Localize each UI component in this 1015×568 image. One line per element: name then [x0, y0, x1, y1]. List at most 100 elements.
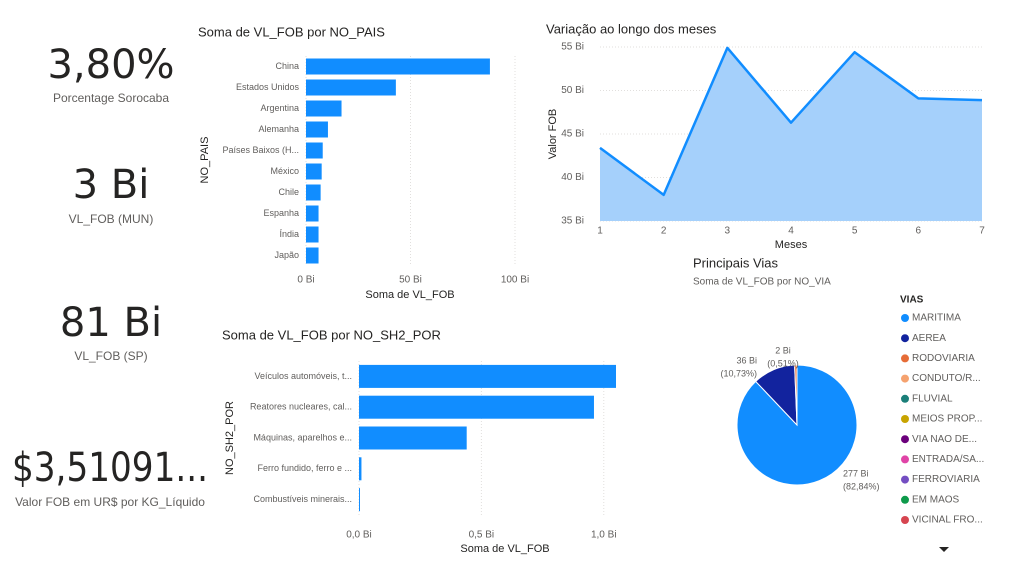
- y-axis-title: NO_SH2_POR: [224, 401, 236, 475]
- card-label: Valor FOB em UR$ por KG_Líquido: [15, 495, 205, 509]
- y-tick-label: Máquinas, aparelhos e...: [253, 432, 352, 442]
- bar: [306, 100, 342, 117]
- x-tick-label: 0 Bi: [297, 275, 314, 286]
- legend-marker: [901, 516, 909, 524]
- card-value: 81 Bi: [60, 300, 162, 346]
- chart-title: Soma de VL_FOB por NO_PAIS: [198, 24, 385, 39]
- card-label: VL_FOB (MUN): [69, 212, 154, 226]
- y-tick-label: Índia: [279, 229, 299, 239]
- legend-label: EM MAOS: [912, 494, 960, 505]
- legend-label: FERROVIARIA: [912, 474, 980, 485]
- chart-title: Variação ao longo dos meses: [546, 21, 717, 36]
- legend-title: VIAS: [900, 295, 924, 306]
- pie-slice: [794, 364, 798, 426]
- bar: [359, 426, 467, 450]
- y-tick-label: Combustíveis minerais...: [253, 494, 352, 504]
- y-tick-label: 50 Bi: [561, 85, 584, 96]
- x-tick-label: 1,0 Bi: [591, 530, 617, 541]
- line: [599, 46, 983, 197]
- bar: [359, 457, 362, 481]
- y-tick-label: China: [275, 61, 299, 71]
- x-tick-label: 7: [979, 226, 985, 237]
- legend-marker: [901, 334, 909, 343]
- bar: [306, 58, 490, 75]
- legend-label: VICINAL FRO...: [912, 515, 983, 526]
- y-tick-label: Estados Unidos: [236, 82, 300, 92]
- y-tick-label: Japão: [274, 250, 299, 260]
- x-tick-label: 3: [725, 226, 731, 237]
- legend-marker: [901, 475, 909, 484]
- y-axis-title: NO_PAIS: [199, 137, 211, 184]
- legend-label: VIA NAO DE...: [912, 434, 977, 445]
- x-tick-label: 0,5 Bi: [469, 530, 495, 541]
- card-label: Porcentage Sorocaba: [53, 91, 169, 105]
- data-label: (82,84%): [843, 481, 880, 491]
- legend-label: MARITIMA: [912, 313, 961, 324]
- chart-title: Principais Vias: [693, 255, 779, 270]
- legend-label: FLUVIAL: [912, 393, 953, 404]
- legend-marker: [901, 314, 909, 322]
- legend-marker: [901, 394, 909, 403]
- x-tick-label: 6: [916, 226, 922, 237]
- x-tick-label: 5: [852, 226, 858, 237]
- legend-marker: [901, 495, 909, 504]
- legend-marker: [901, 374, 909, 383]
- legend-label: MEIOS PROP...: [912, 414, 982, 425]
- bar: [306, 163, 322, 180]
- y-tick-label: 40 Bi: [561, 172, 584, 183]
- y-tick-label: Espanha: [263, 208, 299, 218]
- legend-marker: [901, 435, 909, 444]
- data-label: 2 Bi: [775, 345, 791, 355]
- bar: [306, 184, 321, 201]
- x-tick-label: 0,0 Bi: [346, 530, 372, 541]
- legend-label: CONDUTO/R...: [912, 373, 981, 384]
- data-label: (0,51%): [767, 358, 799, 368]
- card-label: VL_FOB (SP): [74, 349, 147, 363]
- bar: [359, 364, 616, 388]
- x-tick-label: 4: [788, 226, 794, 237]
- y-tick-label: México: [270, 166, 299, 176]
- bar: [306, 121, 328, 138]
- bar: [306, 79, 396, 96]
- scroll-arrow[interactable]: [939, 547, 949, 552]
- legend-label: AEREA: [912, 333, 946, 344]
- legend-marker: [901, 354, 909, 363]
- y-tick-label: 35 Bi: [561, 216, 584, 227]
- y-axis-title: Valor FOB: [547, 109, 559, 160]
- bar: [306, 142, 323, 159]
- y-tick-label: Países Baixos (H...: [222, 145, 299, 155]
- x-axis-title: Soma de VL_FOB: [460, 543, 549, 555]
- card-value: $3,51091...: [12, 445, 208, 491]
- card-value: 3,80%: [47, 42, 174, 88]
- bar: [306, 205, 319, 222]
- x-tick-label: 1: [597, 226, 603, 237]
- y-tick-label: 45 Bi: [561, 129, 584, 140]
- data-label: 277 Bi: [843, 468, 869, 478]
- legend-label: RODOVIARIA: [912, 353, 975, 364]
- y-tick-label: Veículos automóveis, t...: [254, 371, 352, 381]
- legend-label: ENTRADA/SA...: [912, 454, 984, 465]
- y-tick-label: Alemanha: [258, 124, 299, 134]
- y-tick-label: Ferro fundido, ferro e ...: [257, 463, 352, 473]
- bar: [306, 247, 319, 264]
- y-tick-label: Reatores nucleares, cal...: [250, 402, 352, 412]
- x-tick-label: 100 Bi: [501, 275, 529, 286]
- bar: [306, 226, 319, 243]
- bar: [359, 488, 360, 512]
- y-tick-label: 55 Bi: [561, 42, 584, 53]
- legend-marker: [901, 415, 909, 423]
- x-tick-label: 50 Bi: [399, 275, 422, 286]
- area: [600, 47, 982, 222]
- chart-title: Soma de VL_FOB por NO_SH2_POR: [222, 327, 441, 342]
- legend-marker: [901, 455, 909, 464]
- x-tick-label: 2: [661, 226, 667, 237]
- data-label: (10,73%): [720, 368, 757, 378]
- bar: [359, 395, 594, 419]
- x-axis-title: Soma de VL_FOB: [365, 289, 454, 301]
- card-value: 3 Bi: [73, 162, 150, 208]
- data-label: 36 Bi: [736, 355, 757, 365]
- y-tick-label: Argentina: [260, 103, 299, 113]
- y-tick-label: Chile: [278, 187, 299, 197]
- x-axis-title: Meses: [775, 239, 808, 251]
